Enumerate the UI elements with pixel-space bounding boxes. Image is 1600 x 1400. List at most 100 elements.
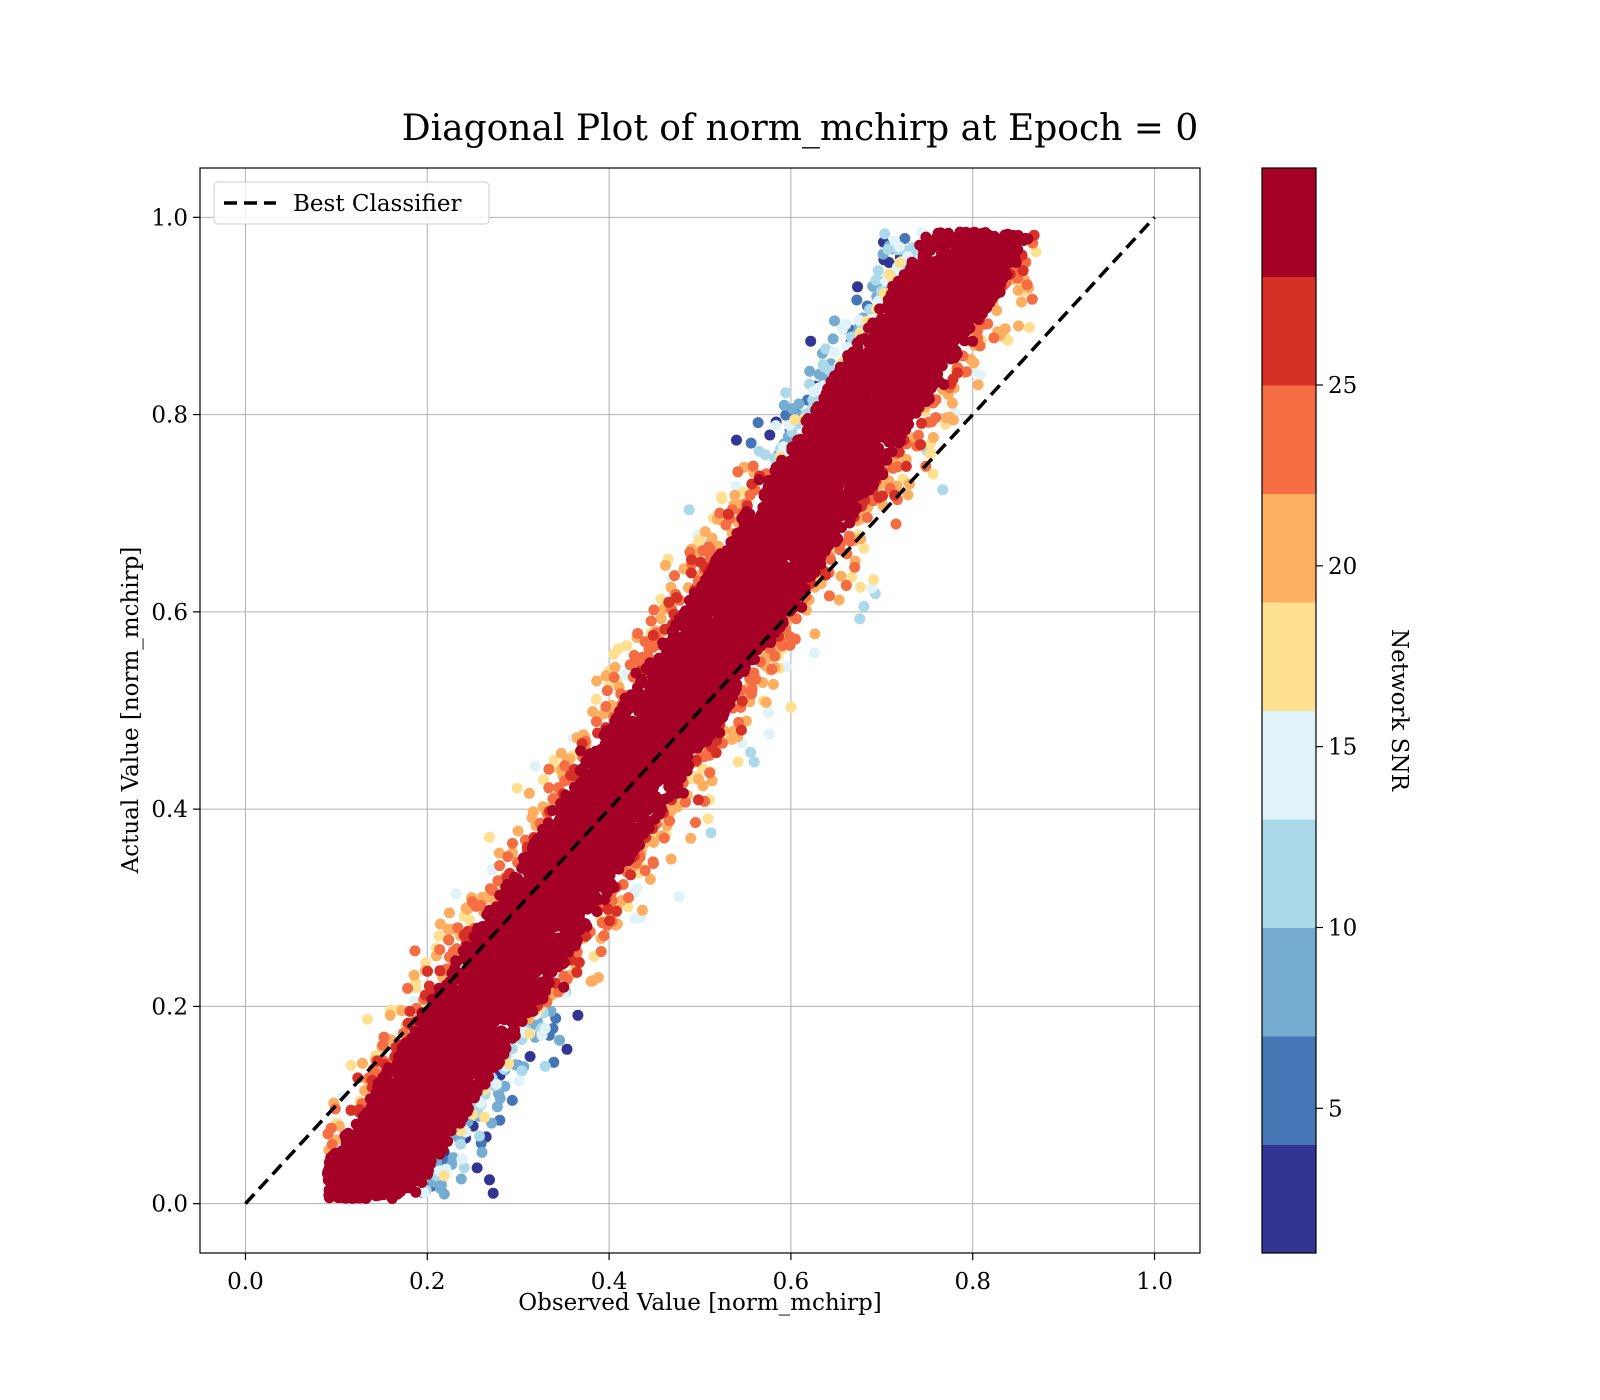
scatter-point xyxy=(512,825,524,837)
scatter-point xyxy=(326,1139,338,1150)
scatter-point xyxy=(840,580,852,591)
scatter-point xyxy=(679,796,691,808)
scatter-point xyxy=(785,701,797,713)
scatter-point xyxy=(835,570,847,582)
scatter-point xyxy=(647,629,659,641)
scatter-point xyxy=(648,604,660,616)
scatter-point xyxy=(491,1078,503,1090)
scatter-point xyxy=(456,1153,468,1165)
scatter-point xyxy=(699,526,711,538)
scatter-point xyxy=(571,966,583,978)
scatter-point xyxy=(611,905,622,917)
scatter-point xyxy=(692,794,704,806)
scatter-point xyxy=(516,1065,528,1077)
scatter-point xyxy=(396,1005,408,1017)
scatter-point xyxy=(748,667,760,679)
scatter-point xyxy=(645,615,657,627)
scatter-point xyxy=(702,813,714,825)
scatter-point xyxy=(770,420,782,432)
scatter-point xyxy=(623,892,634,904)
scatter-point xyxy=(866,582,878,594)
scatter-point xyxy=(764,429,776,441)
scatter-point xyxy=(660,559,671,571)
scatter-point xyxy=(1017,265,1029,277)
scatter-point xyxy=(833,594,845,606)
scatter-point xyxy=(893,241,905,253)
scatter-point xyxy=(769,650,781,662)
scatter-point xyxy=(912,429,924,441)
scatter-point xyxy=(600,701,612,712)
scatter-point xyxy=(714,507,726,519)
scatter-point xyxy=(559,760,571,772)
scatter-point xyxy=(789,414,801,426)
scatter-point xyxy=(730,480,742,492)
scatter-point xyxy=(539,1060,551,1072)
scatter-point xyxy=(655,613,667,625)
scatter-point xyxy=(455,1138,467,1150)
scatter-point xyxy=(671,592,683,604)
scatter-point xyxy=(784,631,796,643)
scatter-point xyxy=(524,1028,536,1040)
scatter-point xyxy=(683,504,695,516)
scatter-point xyxy=(829,315,840,327)
scatter-point xyxy=(941,412,953,424)
scatter-point xyxy=(690,754,702,766)
scatter-point xyxy=(524,1051,536,1062)
scatter-point xyxy=(991,305,1003,316)
chart-title: Diagonal Plot of norm_mchirp at Epoch = … xyxy=(402,108,1199,149)
scatter-point xyxy=(823,590,835,602)
scatter-point xyxy=(946,397,958,409)
scatter-point xyxy=(648,836,660,848)
scatter-point xyxy=(543,782,555,794)
scatter-point xyxy=(722,508,734,520)
scatter-point xyxy=(972,379,984,391)
scatter-point xyxy=(927,432,939,443)
scatter-point xyxy=(809,647,821,659)
scatter-point xyxy=(852,281,863,293)
scatter-point xyxy=(434,944,446,956)
scatter-point xyxy=(924,448,936,460)
scatter-point xyxy=(458,1162,470,1174)
scatter-point xyxy=(732,466,744,478)
scatter-point xyxy=(526,812,538,824)
scatter-point xyxy=(644,873,656,885)
scatter-point xyxy=(706,532,718,544)
scatter-point xyxy=(748,756,760,768)
scatter-point xyxy=(817,359,829,371)
scatter-point xyxy=(870,274,882,286)
scatter-point xyxy=(710,747,722,759)
scatter-point xyxy=(790,613,802,625)
scatter-point xyxy=(601,685,613,697)
scatter-point xyxy=(855,581,866,593)
scatter-point xyxy=(872,265,884,277)
scatter-point xyxy=(744,489,756,501)
scatter-point xyxy=(697,780,709,792)
scatter-point xyxy=(442,923,454,935)
scatter-point xyxy=(628,649,640,661)
scatter-point xyxy=(868,574,880,586)
scatter-point xyxy=(408,969,420,981)
scatter-point xyxy=(694,534,705,546)
scatter-point xyxy=(747,460,759,472)
scatter-point xyxy=(665,853,677,865)
scatter-point xyxy=(538,774,549,786)
scatter-point xyxy=(491,1101,503,1113)
scatter-point xyxy=(685,832,697,844)
scatter-point xyxy=(608,671,620,683)
scatter-point xyxy=(378,1031,390,1043)
scatter-point xyxy=(404,1005,416,1017)
scatter-point xyxy=(345,1059,357,1071)
scatter-point xyxy=(450,888,462,900)
scatter-point xyxy=(543,763,555,775)
scatter-point xyxy=(434,918,446,930)
scatter-point xyxy=(609,661,621,673)
scatter-point xyxy=(558,970,570,982)
scatter-point xyxy=(433,930,445,942)
scatter-point xyxy=(686,554,697,566)
scatter-point xyxy=(673,891,685,903)
scatter-point xyxy=(418,1187,430,1198)
scatter-point xyxy=(558,981,570,993)
scatter-point xyxy=(410,982,422,994)
scatter-point xyxy=(851,294,863,306)
scatter-point xyxy=(832,533,844,545)
